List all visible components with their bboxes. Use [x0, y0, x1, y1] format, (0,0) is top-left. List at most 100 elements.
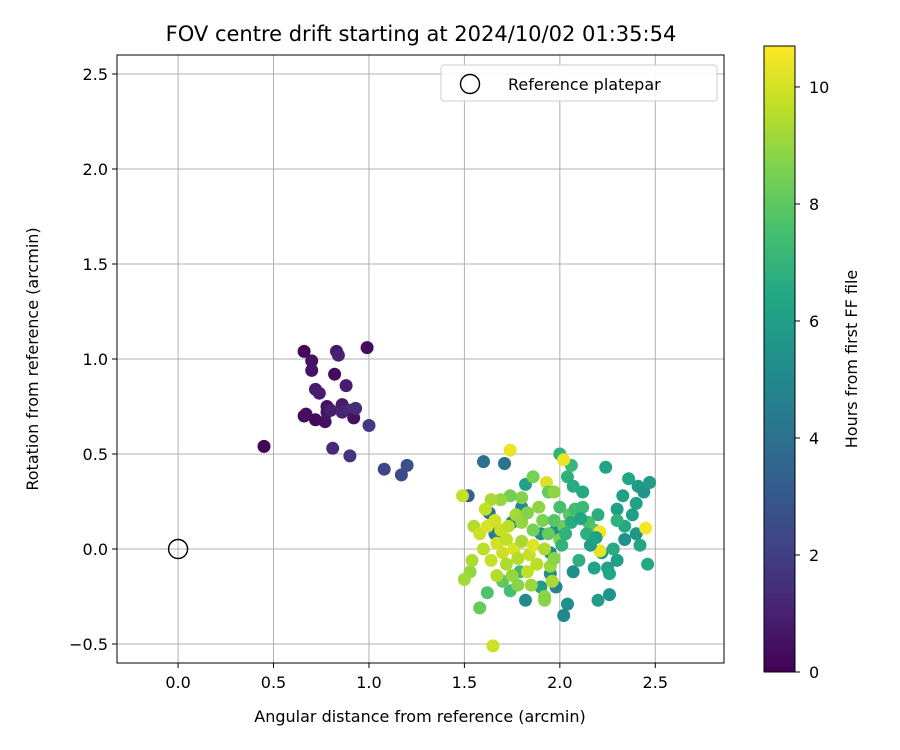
- colorbar-tick-label: 0: [809, 663, 819, 682]
- scatter-point: [553, 500, 567, 514]
- grid: [117, 55, 724, 663]
- scatter-point: [501, 519, 515, 533]
- scatter-point: [526, 523, 540, 537]
- reference-platepar-marker: [167, 538, 189, 560]
- legend-marker-reference: [459, 73, 481, 95]
- scatter-point: [547, 552, 561, 565]
- y-tick-label: 0.5: [83, 445, 108, 464]
- scatter-point: [526, 470, 540, 484]
- scatter-point: [566, 565, 580, 579]
- scatter-point: [576, 485, 590, 499]
- scatter-point: [326, 441, 340, 455]
- scatter-point: [457, 572, 471, 586]
- x-tick-label: 2.0: [547, 673, 572, 692]
- scatter-point: [557, 453, 571, 467]
- colorbar-gradient: [763, 45, 796, 673]
- scatter-point: [625, 508, 639, 522]
- scatter-point: [505, 569, 519, 583]
- chart-title: FOV centre drift starting at 2024/10/02 …: [166, 22, 677, 46]
- x-tick-label: 1.0: [356, 673, 381, 692]
- y-tick-label: 0.0: [83, 540, 108, 559]
- colorbar: 0 2 4 6 8 10 Hours from first FF file: [763, 45, 861, 682]
- scatter-point: [519, 593, 532, 607]
- scatter-point: [566, 479, 580, 493]
- scatter-point: [343, 449, 357, 463]
- scatter-point: [559, 527, 573, 541]
- scatter-point: [473, 601, 487, 615]
- legend-label-reference: Reference platepar: [508, 75, 661, 94]
- scatter-point: [400, 458, 414, 472]
- scatter-point: [538, 593, 552, 607]
- y-tick-label: 1.5: [83, 255, 108, 274]
- scatter-point: [465, 553, 479, 567]
- scatter-point: [312, 386, 326, 400]
- scatter-point: [545, 574, 559, 588]
- x-tick-label: 0.5: [261, 673, 286, 692]
- scatter-point: [520, 506, 534, 520]
- scatter-point: [641, 557, 655, 571]
- scatter-point: [536, 514, 550, 527]
- scatter-point: [515, 534, 529, 548]
- scatter-point: [557, 609, 571, 622]
- x-axis-label: Angular distance from reference (arcmin): [254, 707, 585, 726]
- scatter-point: [547, 485, 561, 499]
- scatter-point: [339, 379, 353, 393]
- scatter-point: [515, 515, 529, 529]
- scatter-point: [637, 485, 651, 499]
- scatter-point: [257, 439, 271, 453]
- scatter-point: [503, 443, 517, 457]
- scatter-point: [360, 341, 374, 355]
- scatter-point: [362, 419, 376, 432]
- scatter-point: [603, 588, 616, 602]
- scatter-point: [589, 531, 603, 545]
- scatter-point: [305, 354, 319, 368]
- scatter-point: [574, 512, 588, 526]
- scatter-point: [576, 500, 590, 514]
- scatter-point: [587, 561, 601, 575]
- scatter-point: [328, 367, 342, 381]
- scatter-point: [394, 468, 408, 482]
- legend: Reference platepar: [440, 64, 718, 102]
- scatter-point: [349, 401, 363, 415]
- scatter-point: [477, 455, 490, 469]
- scatter-point: [486, 639, 500, 653]
- scatter-point: [484, 553, 498, 567]
- scatter-point: [639, 521, 653, 535]
- scatter-point: [520, 565, 534, 579]
- scatter-point: [478, 502, 492, 516]
- scatter-point: [538, 542, 552, 556]
- y-tick-label: 2.5: [83, 65, 108, 84]
- y-tick-label: 1.0: [83, 350, 108, 369]
- scatter-point: [532, 500, 546, 514]
- y-axis-label: Rotation from reference (arcmin): [23, 227, 42, 490]
- scatter-point: [610, 514, 624, 527]
- colorbar-ticks: 0 2 4 6 8 10: [795, 78, 829, 682]
- scatter-point: [616, 489, 630, 503]
- scatter-point: [555, 538, 569, 552]
- scatter-point: [524, 578, 538, 592]
- scatter-point: [603, 567, 616, 581]
- scatter-point: [591, 593, 605, 607]
- scatter-point: [643, 476, 657, 489]
- scatter-point: [526, 538, 540, 552]
- scatter-point: [511, 552, 525, 565]
- scatter-point: [299, 407, 313, 421]
- scatter-point: [561, 470, 574, 484]
- scatter-point: [331, 348, 345, 362]
- scatter-point: [606, 542, 620, 556]
- colorbar-label: Hours from first FF file: [842, 270, 861, 449]
- x-tick-label: 1.5: [452, 673, 477, 692]
- scatter-point: [297, 344, 311, 358]
- scatter-point: [496, 546, 510, 560]
- scatter-point: [599, 460, 613, 474]
- scatter-point: [484, 493, 498, 507]
- colorbar-tick-label: 2: [809, 546, 819, 565]
- scatter-point: [488, 514, 502, 527]
- y-tick-label: 2.0: [83, 160, 108, 179]
- y-tick-label: −0.5: [69, 635, 108, 654]
- data-points: [167, 341, 657, 653]
- x-tick-label: 0.0: [165, 673, 190, 692]
- scatter-point: [572, 553, 586, 567]
- scatter-point: [490, 569, 504, 583]
